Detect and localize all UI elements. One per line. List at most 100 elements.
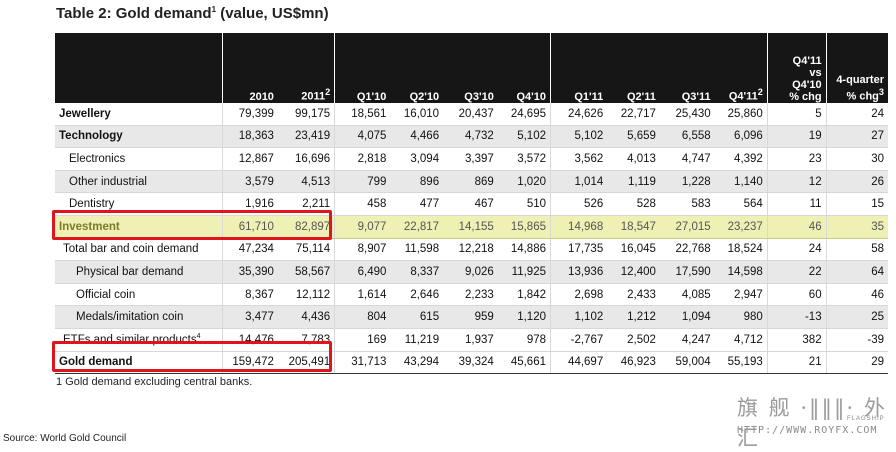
table-row-jewellery: Jewellery 79,399 99,175 18,561 16,010 20,437 2… bbox=[55, 103, 888, 126]
table-row-other-industrial: Other industrial 3,579 4,513 799 896 869 1,020… bbox=[55, 170, 888, 194]
header-q2-10: Q2'10 bbox=[390, 33, 444, 103]
title-footnote-mark: 1 bbox=[211, 5, 217, 14]
table-cell: 58 bbox=[825, 238, 888, 262]
row-label: Official coin bbox=[55, 283, 223, 307]
table-cell: 2,233 bbox=[443, 283, 498, 307]
table-cell: 1,014 bbox=[550, 170, 608, 194]
watermark: 旗 舰 ·‖‖‖· 外 汇 FLAGSHIP HTTP://WWW.ROYFX.… bbox=[737, 392, 887, 450]
table-cell: 35,390 bbox=[221, 260, 278, 284]
table-cell: 25,430 bbox=[659, 103, 715, 126]
table-row-etfs: ETFs and similar products4 14,476 7,783 169… bbox=[55, 328, 888, 352]
table-cell: 1,212 bbox=[607, 305, 660, 329]
row-label: Total bar and coin demand bbox=[55, 238, 223, 262]
table-cell: 2,947 bbox=[714, 283, 768, 307]
table-cell: 159,472 bbox=[221, 350, 278, 375]
table-cell: 4,075 bbox=[334, 125, 391, 149]
table-cell: 43,294 bbox=[390, 350, 444, 375]
table-cell: 64 bbox=[825, 260, 888, 284]
table-cell: 8,337 bbox=[390, 260, 444, 284]
table-cell: 4,392 bbox=[714, 147, 768, 171]
gold-demand-highlight-box bbox=[52, 341, 332, 372]
table-cell: 5,659 bbox=[607, 125, 660, 149]
table-cell: 30 bbox=[825, 147, 888, 171]
table-cell: 583 bbox=[659, 192, 715, 216]
table-cell: 4,732 bbox=[443, 125, 498, 149]
row-label-text: Investment bbox=[59, 220, 120, 233]
table-cell: 1,937 bbox=[443, 328, 498, 352]
table-cell: 4,466 bbox=[390, 125, 444, 149]
table-cell: -39 bbox=[825, 328, 888, 352]
table-cell: 869 bbox=[443, 170, 498, 194]
source-text: Source: World Gold Council bbox=[3, 433, 127, 444]
table-cell: 19 bbox=[766, 125, 827, 149]
table-cell: 11 bbox=[766, 192, 827, 216]
header-2011: 20112 bbox=[277, 33, 335, 103]
table-cell: 25 bbox=[825, 305, 888, 329]
table-cell: 16,010 bbox=[390, 103, 444, 126]
row-label-text: Electronics bbox=[69, 152, 126, 165]
header-q4-chg-l4: % chg bbox=[789, 91, 822, 103]
table-cell: 15 bbox=[825, 192, 888, 216]
table-cell: 24,695 bbox=[497, 103, 551, 126]
table-cell: 5 bbox=[766, 103, 827, 126]
table-cell: 39,324 bbox=[443, 350, 498, 375]
table-cell: 2,502 bbox=[607, 328, 660, 352]
table-row-total-bar-coin: Total bar and coin demand 47,234 75,114 8,9… bbox=[55, 238, 888, 262]
header-2011-text: 2011 bbox=[301, 91, 326, 103]
row-label-text: Total bar and coin demand bbox=[63, 243, 199, 256]
table-cell: 2,433 bbox=[607, 283, 660, 307]
header-4q-chg-l2: % chg3 bbox=[831, 86, 885, 103]
table-cell: 1,228 bbox=[659, 170, 715, 194]
table-cell: 6,490 bbox=[334, 260, 391, 284]
table-cell: 46,923 bbox=[607, 350, 660, 375]
table-cell: 75,114 bbox=[277, 238, 335, 262]
table-cell: 18,547 bbox=[607, 214, 660, 239]
table-cell: 12,867 bbox=[221, 147, 278, 171]
table-cell: 1,140 bbox=[714, 170, 768, 194]
table-cell: 978 bbox=[497, 328, 551, 352]
header-q1-10: Q1'10 bbox=[334, 33, 391, 103]
table-cell: 12,112 bbox=[277, 283, 335, 307]
header-2011-sup: 2 bbox=[325, 87, 331, 98]
row-label-text: Other industrial bbox=[69, 175, 147, 188]
table-cell: 3,562 bbox=[550, 147, 608, 171]
header-q4-10: Q4'10 bbox=[497, 33, 551, 103]
table-cell: 3,477 bbox=[221, 305, 278, 329]
header-q4-11-text: Q4'11 bbox=[728, 91, 758, 103]
table-cell: 12,400 bbox=[607, 260, 660, 284]
watermark-url: HTTP://WWW.ROYFX.COM bbox=[737, 425, 878, 436]
table-cell: 58,567 bbox=[277, 260, 335, 284]
table-cell: 526 bbox=[550, 192, 608, 216]
table-cell: 615 bbox=[390, 305, 444, 329]
header-q3-10: Q3'10 bbox=[443, 33, 498, 103]
table-cell: 3,572 bbox=[497, 147, 551, 171]
table-cell: 25,860 bbox=[714, 103, 768, 126]
table-cell: 510 bbox=[497, 192, 551, 216]
table-cell: 22 bbox=[766, 260, 827, 284]
header-q4-chg-l1: Q4'11 bbox=[792, 55, 822, 67]
table-cell: 1,120 bbox=[497, 305, 551, 329]
table-cell: 4,712 bbox=[714, 328, 768, 352]
table-cell: 1,020 bbox=[497, 170, 551, 194]
table-cell: 4,436 bbox=[277, 305, 335, 329]
table-cell: 27 bbox=[825, 125, 888, 149]
header-q4-11: Q4'112 bbox=[714, 33, 768, 103]
header-4q-chg-sup: 3 bbox=[878, 87, 884, 98]
table-cell: 169 bbox=[334, 328, 391, 352]
table-cell: 31,713 bbox=[334, 350, 391, 375]
table-cell: 804 bbox=[334, 305, 391, 329]
table-cell: 55,193 bbox=[714, 350, 768, 375]
row-label-text: Official coin bbox=[76, 288, 136, 301]
table-row-electronics: Electronics 12,867 16,696 2,818 3,094 3,397 3,… bbox=[55, 147, 888, 171]
table-cell: 14,155 bbox=[443, 214, 498, 239]
table-cell: 6,096 bbox=[714, 125, 768, 149]
header-q4-chg-l3: Q4'10 bbox=[792, 79, 822, 91]
table-cell: 14,886 bbox=[497, 238, 551, 262]
table-cell: 46 bbox=[825, 283, 888, 307]
row-label-text: Gold demand bbox=[59, 356, 133, 369]
table-cell: 17,590 bbox=[659, 260, 715, 284]
table-cell: 4,085 bbox=[659, 283, 715, 307]
table-cell: 564 bbox=[714, 192, 768, 216]
table-title: Table 2: Gold demand1 (value, US$mn) bbox=[56, 5, 329, 22]
table-cell: 8,367 bbox=[221, 283, 278, 307]
